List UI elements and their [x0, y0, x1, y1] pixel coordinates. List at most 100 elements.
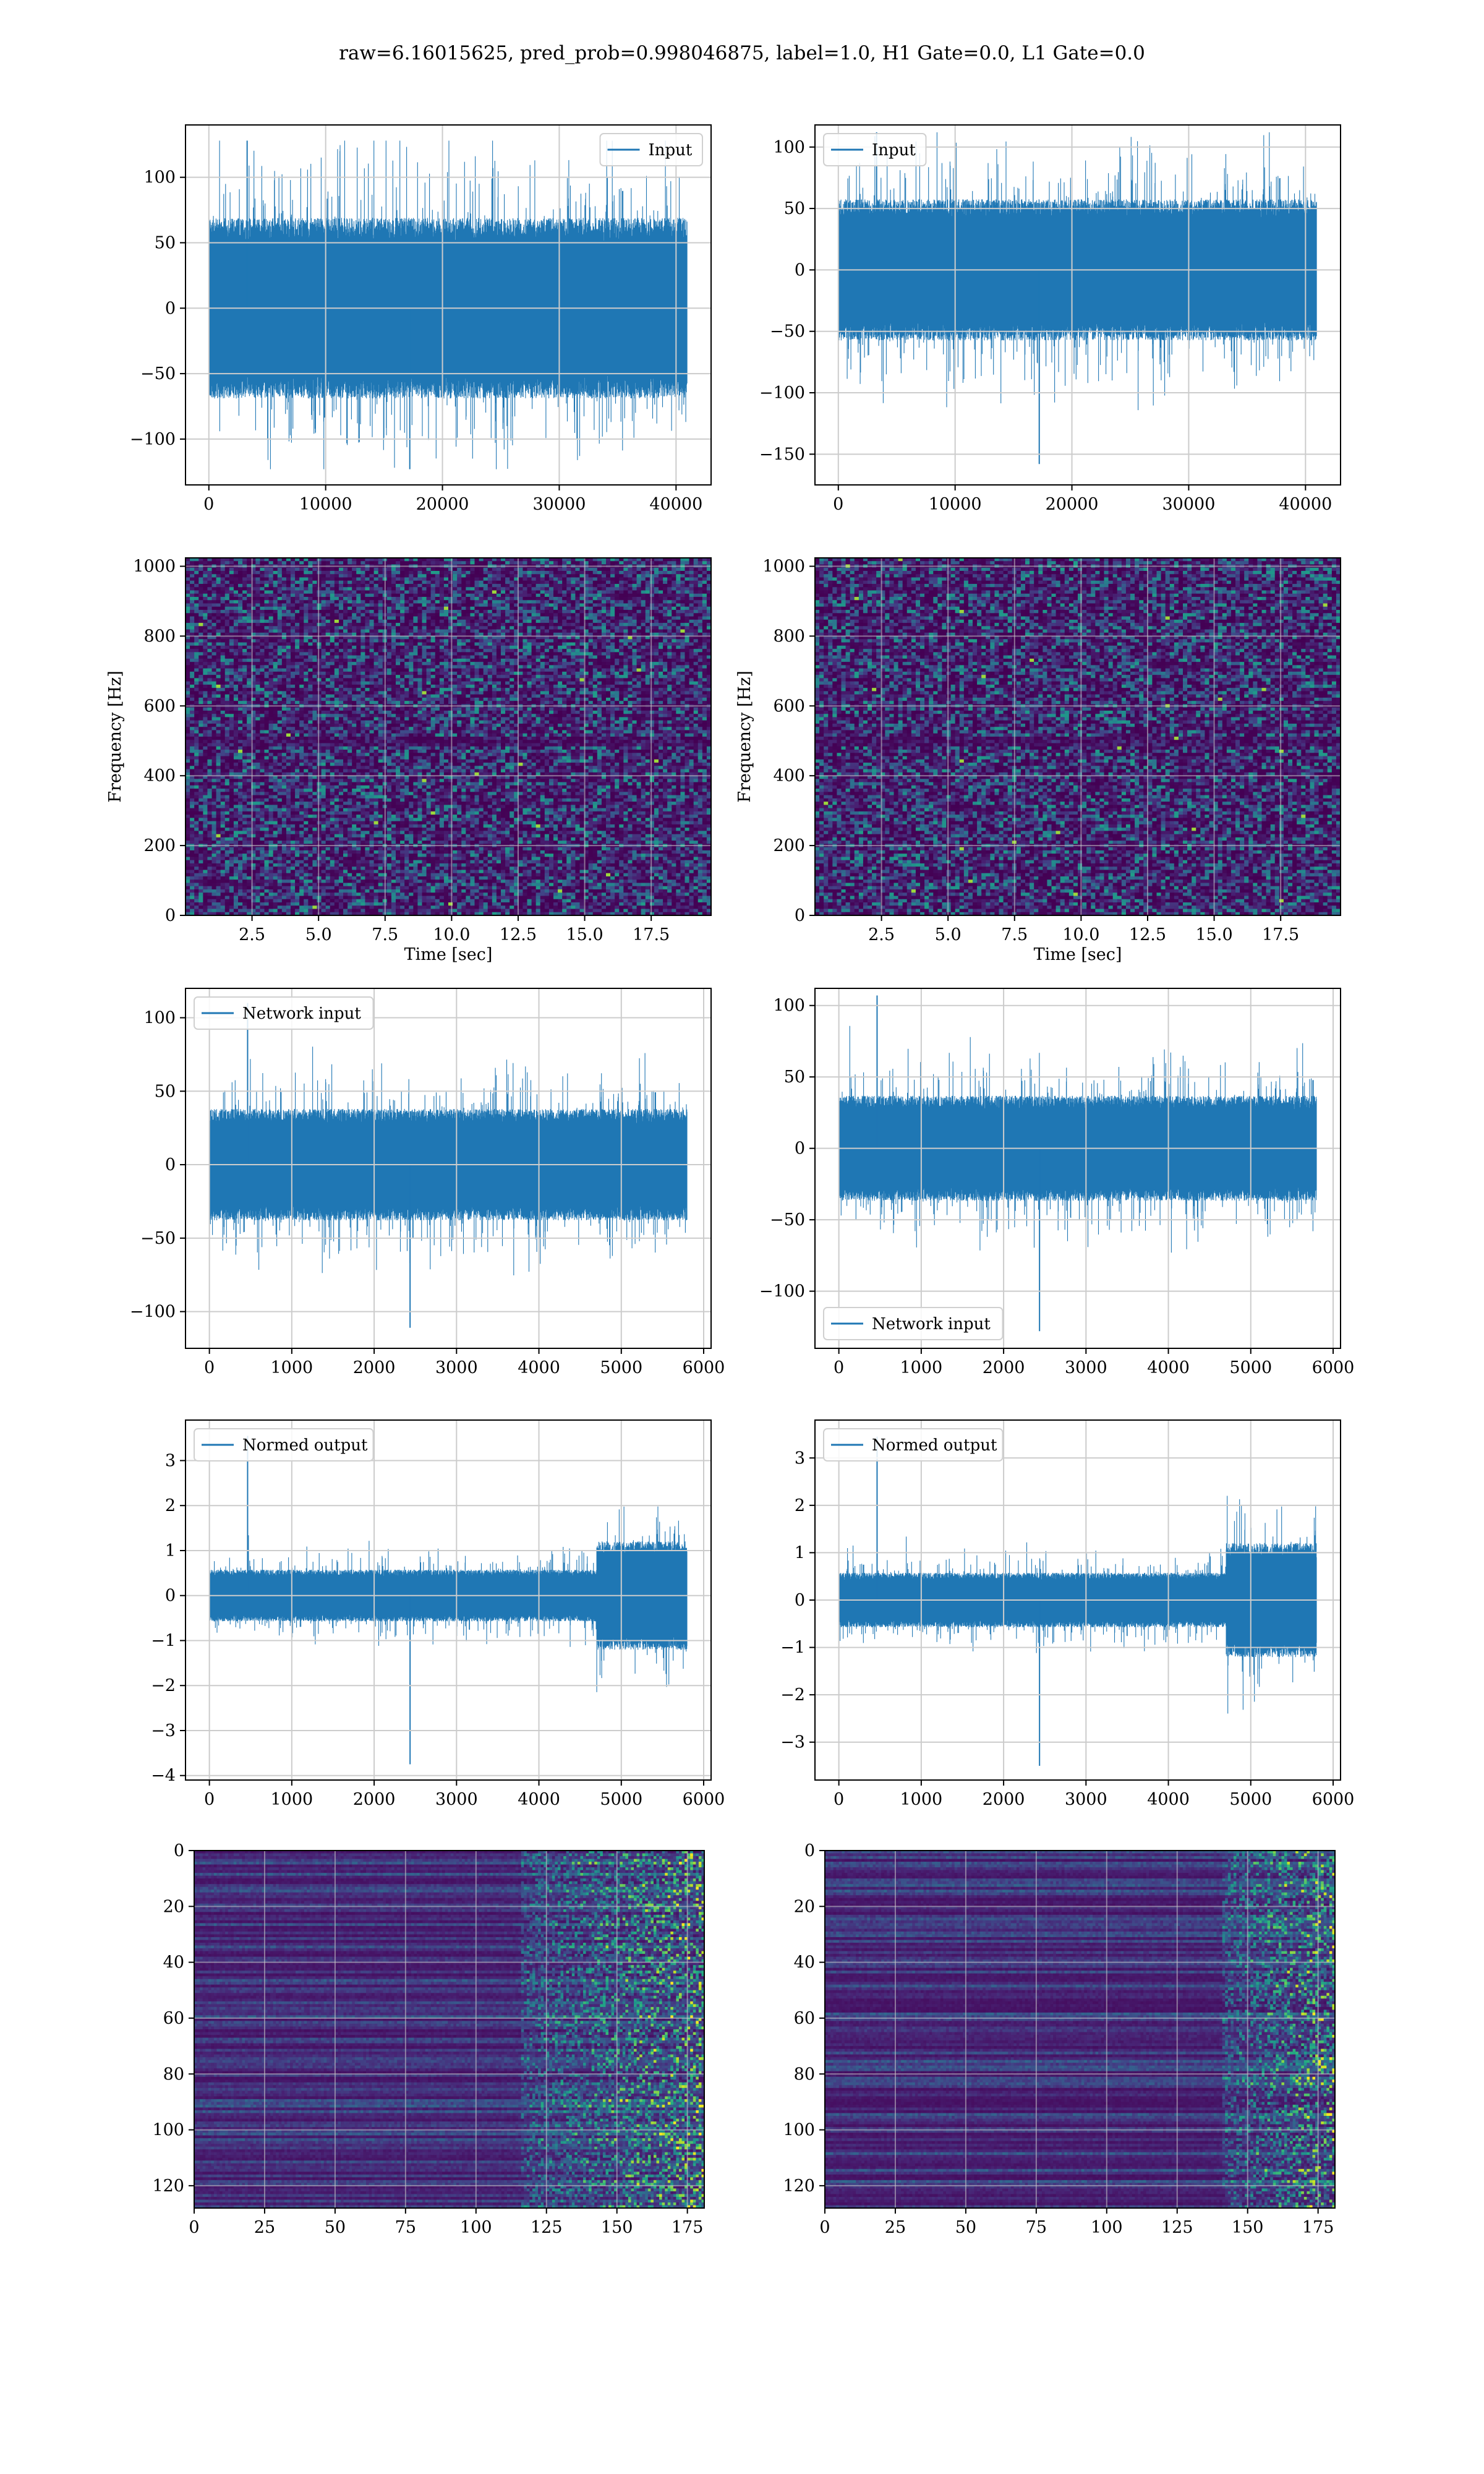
y-tick-label: 50 [784, 1068, 805, 1087]
x-tick-label: 2.5 [239, 925, 265, 944]
legend-label: Network input [872, 1315, 991, 1333]
y-tick-label: 600 [773, 696, 805, 716]
y-tick-label: 0 [795, 1139, 805, 1158]
x-tick-label: 30000 [532, 495, 586, 514]
x-tick-label: 12.5 [1129, 925, 1166, 944]
chart-network-input-l1: 0 1000 2000 3000 4000 5000 6000−100−50050100Ne… [759, 988, 1355, 1377]
y-tick-label: −100 [130, 1303, 176, 1322]
chart-spectrogram-l1: 2.5 5.0 7.5 10.0 12.5 15.0 17.5020040060080010… [735, 557, 1341, 964]
x-tick-label: 175 [1302, 2218, 1334, 2237]
x-tick-label: 17.5 [633, 925, 670, 944]
y-tick-label: 200 [773, 836, 805, 855]
x-tick-label: 150 [601, 2218, 633, 2237]
x-tick-label: 6000 [1312, 1790, 1355, 1809]
x-tick-label: 1000 [271, 1358, 313, 1377]
x-tick-label: 20000 [1046, 495, 1099, 514]
series-strokes [839, 1026, 1316, 1253]
grid [815, 1420, 1341, 1780]
x-tick-label: 4000 [518, 1790, 560, 1809]
series-line [210, 1436, 687, 1764]
x-tick-label: 17.5 [1262, 925, 1299, 944]
y-tick-label: 400 [773, 766, 805, 785]
y-tick-label: 50 [155, 1082, 176, 1101]
y-tick-label: 80 [163, 2065, 184, 2084]
y-tick-label: 2 [795, 1496, 805, 1515]
x-tick-label: 0 [204, 1790, 215, 1809]
x-tick-label: 6000 [683, 1790, 725, 1809]
legend: Network input [194, 997, 373, 1029]
x-tick-label: 10000 [299, 495, 352, 514]
heatmap-cells [825, 1851, 1336, 2209]
x-tick-label: 15.0 [566, 925, 603, 944]
x-tick-label: 5.0 [305, 925, 332, 944]
y-tick-label: −100 [130, 430, 176, 449]
x-tick-label: 25 [254, 2218, 275, 2237]
x-tick-label: 12.5 [500, 925, 537, 944]
y-tick-label: 60 [163, 2009, 184, 2028]
y-tick-label: 100 [143, 168, 176, 187]
y-tick-label: 20 [794, 1897, 815, 1916]
x-tick-label: 6000 [1312, 1358, 1355, 1377]
y-tick-label: 0 [795, 260, 805, 280]
x-tick-label: 3000 [1065, 1358, 1107, 1377]
series-strokes [210, 1507, 687, 1692]
series-line [209, 140, 687, 469]
y-tick-label: −100 [759, 1282, 805, 1301]
y-tick-label: 3 [795, 1449, 805, 1468]
y-tick-label: −150 [759, 445, 805, 464]
y-tick-label: 100 [783, 2121, 815, 2140]
y-tick-label: 1000 [133, 557, 176, 576]
x-tick-label: 15.0 [1196, 925, 1233, 944]
y-tick-label: 0 [165, 299, 176, 318]
heatmap-cells [186, 558, 712, 916]
y-tick-label: 40 [794, 1953, 815, 1972]
y-tick-label: 50 [784, 199, 805, 218]
y-tick-label: 80 [794, 2065, 815, 2084]
y-tick-label: −100 [759, 383, 805, 403]
x-tick-label: 75 [1026, 2218, 1047, 2237]
y-tick-label: 60 [794, 2009, 815, 2028]
heatmap-cells [194, 1851, 705, 2209]
legend-label: Network input [242, 1004, 361, 1023]
x-tick-label: 6000 [683, 1358, 725, 1377]
x-tick-label: 30000 [1162, 495, 1215, 514]
x-tick-label: 7.5 [1001, 925, 1028, 944]
y-tick-label: −2 [780, 1685, 805, 1705]
x-tick-label: 0 [189, 2218, 199, 2237]
y-tick-label: 0 [795, 1591, 805, 1610]
x-tick-label: 5.0 [935, 925, 962, 944]
y-tick-label: 200 [143, 836, 176, 855]
y-tick-label: 0 [165, 906, 176, 925]
x-tick-label: 5000 [600, 1358, 642, 1377]
x-tick-label: 150 [1232, 2218, 1264, 2237]
x-tick-label: 75 [395, 2218, 416, 2237]
y-tick-label: −4 [151, 1766, 176, 1786]
x-tick-label: 10000 [929, 495, 982, 514]
y-tick-label: 0 [804, 1841, 815, 1860]
x-tick-label: 0 [203, 495, 214, 514]
x-tick-label: 50 [955, 2218, 976, 2237]
legend: Normed output [824, 1429, 1003, 1461]
y-tick-label: −50 [770, 322, 805, 341]
x-tick-label: 0 [834, 1790, 844, 1809]
y-tick-label: 400 [143, 766, 176, 785]
y-axis-label: Frequency [Hz] [106, 670, 125, 802]
series-strokes [839, 1496, 1316, 1714]
y-tick-label: −1 [780, 1638, 805, 1658]
y-tick-label: 800 [773, 627, 805, 646]
x-tick-label: 7.5 [372, 925, 398, 944]
y-tick-label: 0 [165, 1586, 176, 1606]
x-tick-label: 3000 [435, 1790, 478, 1809]
series-strokes [210, 1047, 687, 1275]
x-tick-label: 100 [1091, 2218, 1123, 2237]
y-tick-label: 100 [773, 996, 805, 1016]
x-tick-label: 0 [833, 495, 843, 514]
y-tick-label: 40 [163, 1953, 184, 1972]
y-tick-label: 1 [795, 1543, 805, 1562]
